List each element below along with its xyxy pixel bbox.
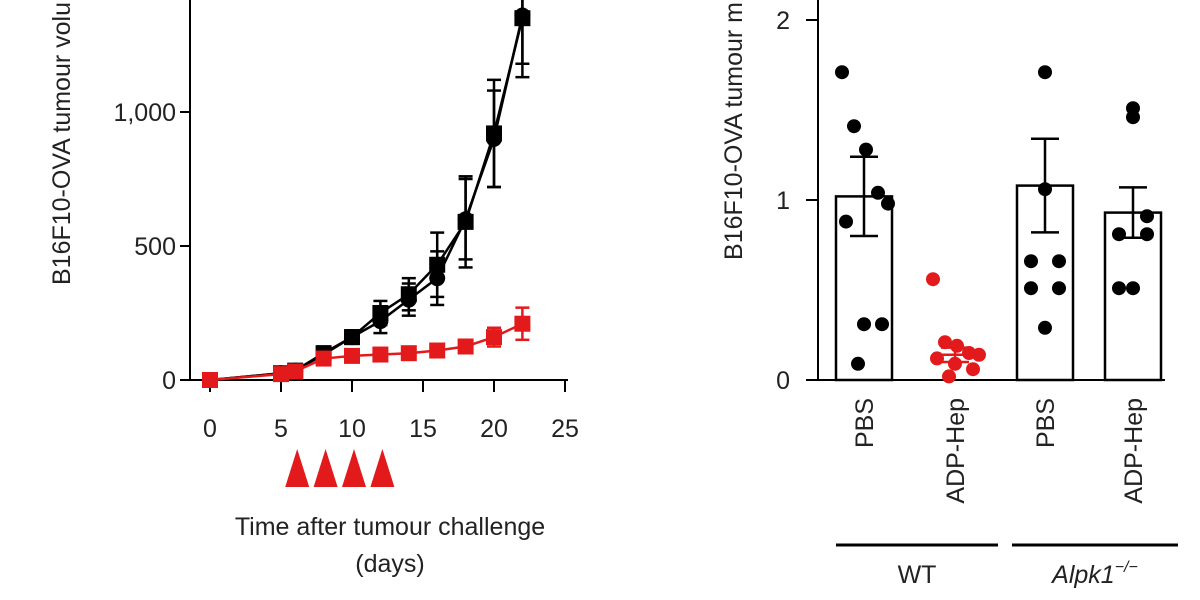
bar-category-label: PBS — [1032, 398, 1060, 448]
growth-x-tick-label: 15 — [409, 415, 437, 443]
growth-series-2-line — [209, 322, 523, 382]
treatment-dose-marker — [313, 449, 338, 487]
bar-0-data-point — [835, 65, 849, 80]
group-label-text: WT — [898, 561, 937, 589]
group-label: WT — [898, 561, 937, 589]
bar-0-data-point — [859, 142, 873, 157]
growth-x-tick-label: 25 — [551, 415, 579, 443]
bar-chart: B16F10-OVA tumour m 0 1 2 PBS ADP-Hep PBS ADP… — [720, 0, 1178, 589]
growth-y-tick-label: 0 — [162, 367, 176, 395]
growth-y-tick-label: 1,000 — [113, 99, 176, 127]
bar-0-data-point — [857, 317, 871, 332]
growth-series-2-point — [287, 363, 304, 380]
growth-series-2-point — [429, 342, 446, 359]
growth-series-2-point — [486, 329, 502, 346]
bar-0-data-point — [839, 214, 853, 229]
bar-0-data-point — [851, 356, 865, 371]
bar-1-data-point — [926, 272, 940, 287]
bar-1-data-point — [942, 369, 956, 384]
bar-y-tick-label: 0 — [776, 367, 790, 395]
bar-y-tick-label: 1 — [776, 187, 790, 215]
treatment-dose-marker — [370, 449, 395, 487]
bar-1-data-point — [930, 351, 944, 366]
growth-series-2-point — [344, 347, 360, 364]
bar-0-data-point — [871, 185, 885, 200]
growth-series-1-point — [372, 313, 389, 330]
bar-y-axis-title: B16F10-OVA tumour m — [720, 2, 748, 260]
bar-2-data-point — [1024, 281, 1038, 296]
growth-series-2-point — [457, 338, 474, 355]
growth-x-tick-label: 5 — [274, 415, 288, 443]
bar-1-data-point — [938, 335, 952, 350]
group-label-text: Alpk1 — [1050, 561, 1115, 589]
bar-1-data-point — [966, 362, 980, 377]
growth-y-tick-label: 500 — [134, 233, 176, 261]
growth-series-1-point — [344, 329, 360, 346]
growth-x-tick-label: 10 — [338, 415, 366, 443]
growth-series-1-point — [514, 7, 531, 24]
growth-series-2-point — [315, 350, 332, 367]
bar-3-data-point — [1112, 227, 1126, 242]
bar-category-label: ADP-Hep — [942, 398, 970, 504]
growth-x-axis-title: Time after tumour challenge — [235, 513, 545, 541]
growth-series-2-point — [273, 366, 289, 383]
bar-2-data-point — [1038, 320, 1052, 335]
growth-series-2-point — [372, 346, 389, 363]
group-label: Alpk1−/− — [1050, 559, 1138, 589]
bar-1-data-point — [972, 347, 986, 362]
treatment-dose-marker — [285, 449, 310, 487]
growth-series-2-point — [202, 372, 218, 388]
growth-series-0-line — [209, 17, 524, 382]
growth-y-axis-title: B16F10-OVA tumour volu — [48, 2, 76, 285]
bar-3-data-point — [1140, 209, 1154, 224]
growth-series-2-point — [514, 315, 531, 332]
bar-2-data-point — [1052, 254, 1066, 269]
bar-2-data-point — [1038, 65, 1052, 80]
growth-series-1-point — [457, 211, 474, 228]
bar-2-data-point — [1024, 254, 1038, 269]
bar-3-data-point — [1140, 227, 1154, 242]
bar-1-data-point — [950, 338, 964, 353]
bar-3-data-point — [1126, 110, 1140, 125]
growth-chart: B16F10-OVA tumour volu 0 500 1,000 0 5 10 15 2… — [48, 0, 579, 578]
bar-0-data-point — [881, 196, 895, 211]
bar-3-data-point — [1126, 281, 1140, 296]
bar-y-tick-label: 2 — [776, 7, 790, 35]
bar-2-data-point — [1052, 281, 1066, 296]
bar-3-data-point — [1112, 281, 1126, 296]
growth-x-axis-title-unit: (days) — [355, 550, 424, 578]
bar-0-data-point — [847, 119, 861, 134]
group-label-superscript: −/− — [1115, 559, 1138, 576]
bar-3 — [1103, 211, 1163, 382]
treatment-dose-marker — [342, 449, 366, 487]
bar-2-data-point — [1038, 182, 1052, 197]
growth-series-1-point — [400, 291, 417, 308]
bar-1-data-point — [948, 356, 962, 371]
growth-x-tick-label: 20 — [480, 415, 508, 443]
growth-x-tick-label: 0 — [203, 415, 217, 443]
growth-series-1-point — [429, 270, 446, 287]
growth-series-1-point — [486, 130, 502, 147]
bar-category-label: ADP-Hep — [1120, 398, 1148, 504]
bar-category-label: PBS — [851, 398, 879, 448]
growth-series-2-point — [400, 345, 417, 362]
bar-0-data-point — [875, 317, 889, 332]
